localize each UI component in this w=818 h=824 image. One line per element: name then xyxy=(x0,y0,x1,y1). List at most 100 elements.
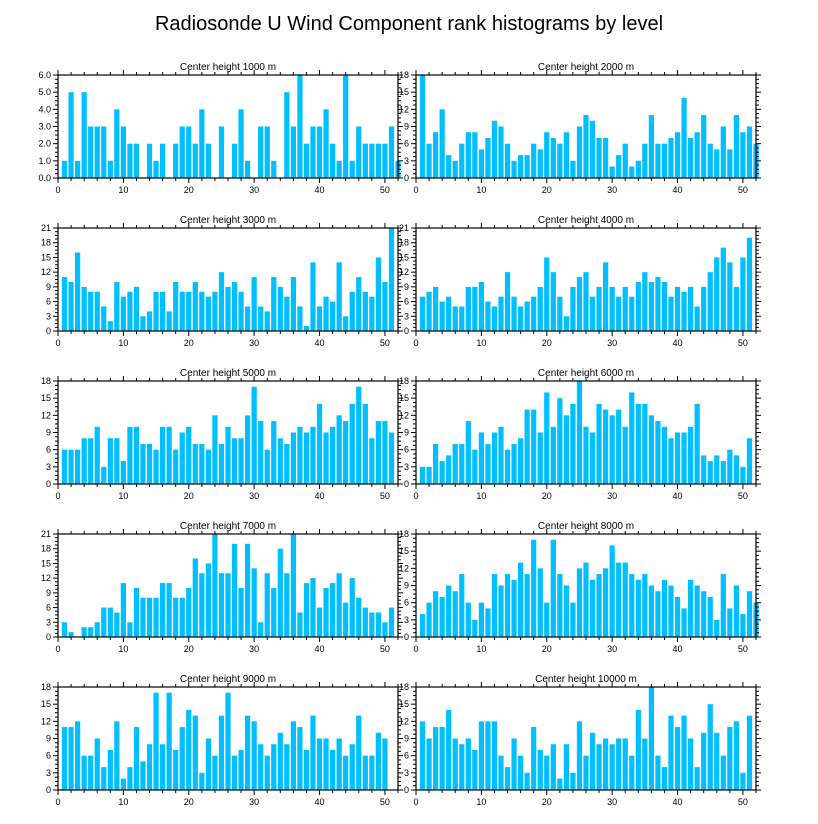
histogram-bar xyxy=(245,715,251,790)
histogram-bar xyxy=(570,286,576,331)
histogram-bar xyxy=(498,296,504,331)
histogram-bar xyxy=(485,301,491,331)
histogram-bar xyxy=(271,421,277,484)
histogram-bar xyxy=(140,316,146,331)
histogram-bar xyxy=(107,607,113,637)
histogram-bar xyxy=(668,296,674,331)
x-tick-label: 0 xyxy=(413,185,418,195)
x-tick-label: 50 xyxy=(738,797,748,807)
x-tick-label: 50 xyxy=(380,185,390,195)
x-tick-label: 50 xyxy=(738,491,748,501)
histogram-bar xyxy=(173,449,179,484)
histogram-bar xyxy=(537,286,543,331)
histogram-bar xyxy=(661,767,668,790)
histogram-bar xyxy=(465,602,471,637)
histogram-bar xyxy=(733,455,739,484)
histogram-bar xyxy=(382,143,388,178)
histogram-bar xyxy=(310,262,316,331)
y-tick-label: 0 xyxy=(46,632,51,642)
histogram-bar xyxy=(661,281,668,331)
y-tick-label: 15 xyxy=(41,558,51,568)
histogram-bar xyxy=(648,687,654,790)
histogram-bar xyxy=(225,426,231,484)
y-tick-label: 18 xyxy=(41,544,51,554)
histogram-bar xyxy=(504,767,511,790)
x-tick-label: 30 xyxy=(249,491,259,501)
histogram-bar xyxy=(583,272,589,331)
histogram-bar xyxy=(622,143,628,178)
histogram-bar xyxy=(297,426,303,484)
histogram-bar xyxy=(511,579,517,637)
histogram-bar xyxy=(316,403,323,484)
histogram-bar xyxy=(694,132,700,178)
histogram-bar xyxy=(727,262,733,331)
histogram-bar xyxy=(88,291,94,331)
panel-title: Center height 1000 m xyxy=(180,62,276,73)
histogram-bar xyxy=(205,449,211,484)
histogram-bar xyxy=(297,75,303,178)
histogram-bar xyxy=(485,137,491,178)
histogram-bar xyxy=(264,755,270,790)
histogram-bar xyxy=(681,432,687,484)
histogram-bar xyxy=(681,97,687,178)
histogram-bar xyxy=(707,461,713,484)
y-tick-label: 15 xyxy=(399,546,409,556)
histogram-bar xyxy=(375,143,381,178)
histogram-bar xyxy=(498,126,504,178)
histogram-bar xyxy=(452,160,458,178)
x-tick-label: 20 xyxy=(542,185,552,195)
histogram-bar xyxy=(426,466,432,484)
y-tick-label: 5.0 xyxy=(38,87,51,97)
histogram-bar xyxy=(107,160,113,178)
histogram-bar xyxy=(68,281,74,331)
histogram-bar xyxy=(258,622,264,637)
histogram-bar xyxy=(212,534,218,637)
histogram-bar xyxy=(629,296,635,331)
y-tick-label: 3 xyxy=(46,311,51,321)
histogram-bar xyxy=(472,619,478,637)
x-tick-label: 20 xyxy=(542,644,552,654)
y-tick-label: 12 xyxy=(41,267,51,277)
histogram-bar xyxy=(382,281,388,331)
histogram-bar xyxy=(544,392,550,484)
histogram-bar xyxy=(426,291,432,331)
histogram-bar xyxy=(714,619,720,637)
x-tick-label: 0 xyxy=(55,338,60,348)
histogram-bar xyxy=(186,426,192,484)
histogram-bar xyxy=(419,721,426,790)
histogram-bar xyxy=(688,137,694,178)
y-tick-label: 9 xyxy=(404,122,409,132)
histogram-bar xyxy=(114,281,120,331)
histogram-bar xyxy=(81,438,87,484)
histogram-bar xyxy=(336,415,342,484)
x-tick-label: 40 xyxy=(315,644,325,654)
histogram-bar xyxy=(524,409,530,484)
histogram-bar xyxy=(251,277,257,331)
histogram-bar xyxy=(681,291,687,331)
histogram-bar xyxy=(426,738,432,790)
panel-title: Center height 4000 m xyxy=(538,215,634,226)
histogram-bar xyxy=(459,574,465,637)
histogram-bar xyxy=(439,301,445,331)
histogram-bar xyxy=(609,744,615,790)
histogram-bar xyxy=(205,143,211,178)
histogram-bar xyxy=(433,286,439,331)
histogram-bar xyxy=(231,755,238,790)
histogram-bar xyxy=(446,709,452,790)
histogram-bar xyxy=(277,286,283,331)
histogram-bar xyxy=(498,755,504,790)
y-tick-label: 18 xyxy=(399,238,409,248)
histogram-bar xyxy=(127,291,133,331)
histogram-bar xyxy=(212,755,218,790)
histogram-bar xyxy=(388,126,395,178)
histogram-bar xyxy=(251,386,257,484)
histogram-bar xyxy=(596,137,602,178)
histogram-bar xyxy=(727,608,733,637)
histogram-bar xyxy=(75,721,81,790)
x-tick-label: 0 xyxy=(413,338,418,348)
y-tick-label: 12 xyxy=(41,410,51,420)
histogram-bar xyxy=(576,568,583,637)
histogram-bar xyxy=(642,272,648,331)
histogram-bar xyxy=(616,155,622,178)
histogram-bar xyxy=(616,296,622,331)
